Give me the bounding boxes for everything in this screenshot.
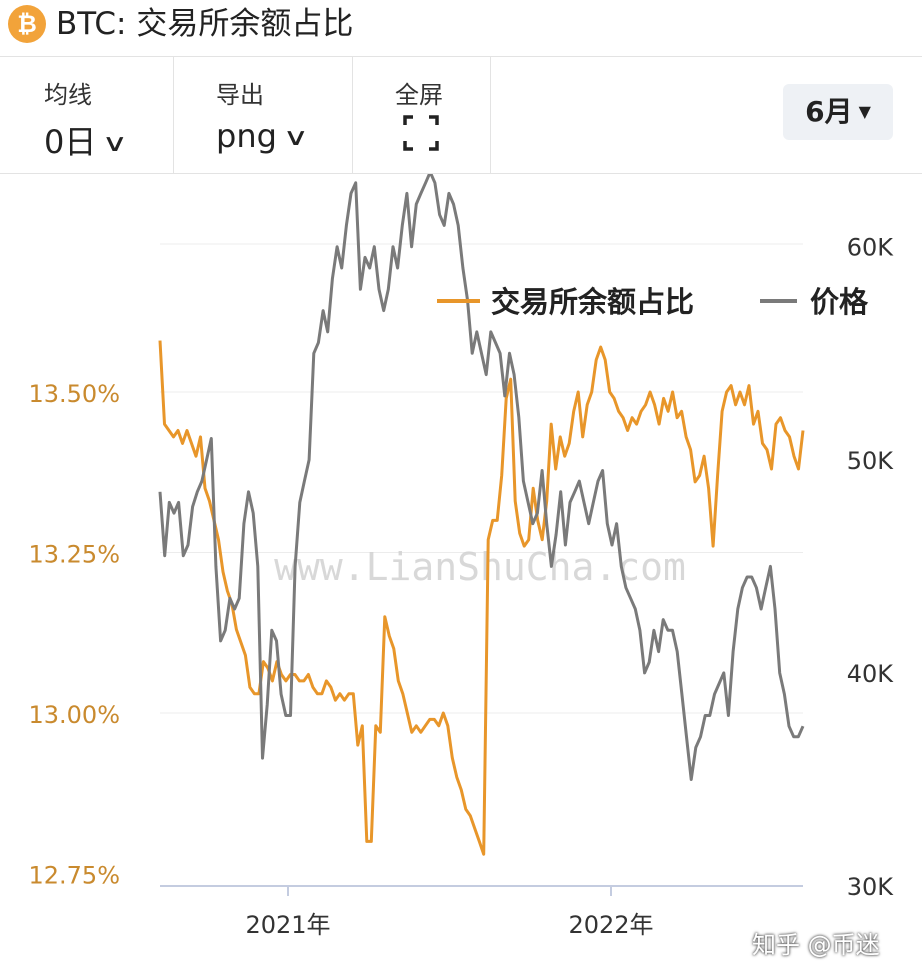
page-title: BTC: 交易所余额占比 [56, 6, 354, 42]
watermark: www.LianShuCha.com [274, 545, 686, 589]
left-tick-label: 13.50% [28, 380, 120, 408]
right-tick-label: 60K [847, 234, 895, 262]
left-tick-label: 13.25% [28, 541, 120, 569]
series-line-ratio [158, 340, 805, 856]
fullscreen-label: 全屏 [395, 81, 443, 109]
legend: 交易所余额占比 价格 [437, 285, 869, 319]
right-tick-label: 50K [847, 447, 895, 475]
x-tick-label: 2021年 [245, 911, 330, 939]
fullscreen-button[interactable]: 全屏 [353, 57, 491, 173]
header: ₿ BTC: 交易所余额占比 [0, 0, 922, 57]
toolbar: 均线 0日 ∨ 导出 png ∨ 全屏 6月 ▼ [0, 57, 922, 174]
ma-selector[interactable]: 均线 0日 ∨ [0, 57, 174, 173]
ma-label: 均线 [44, 81, 92, 109]
footer-credit: 知乎 @币迷 [752, 931, 880, 959]
chart: www.LianShuCha.com 13.50% 13.25% 13.00% 12.… [28, 174, 894, 939]
export-selector[interactable]: 导出 png ∨ [174, 57, 353, 173]
period-selector[interactable]: 6月 ▼ [783, 84, 893, 140]
fullscreen-icon[interactable] [403, 115, 439, 151]
series-group [158, 174, 805, 856]
export-value[interactable]: png ∨ [216, 117, 309, 155]
left-tick-label: 13.00% [28, 701, 120, 729]
series-line-price [158, 174, 805, 781]
legend-ratio-label[interactable]: 交易所余额占比 [491, 285, 694, 319]
chevron-down-icon: ∨ [101, 129, 129, 157]
left-tick-label: 12.75% [28, 862, 120, 890]
legend-price-label[interactable]: 价格 [810, 285, 869, 319]
export-label: 导出 [216, 81, 264, 109]
ma-value[interactable]: 0日 ∨ [44, 123, 129, 161]
chevron-down-icon: ∨ [282, 123, 309, 151]
x-tick-label: 2022年 [568, 911, 653, 939]
right-tick-label: 30K [847, 873, 895, 901]
caret-down-icon: ▼ [858, 102, 871, 121]
bitcoin-icon: ₿ [8, 5, 46, 43]
right-tick-label: 40K [847, 660, 895, 688]
axes: 13.50% 13.25% 13.00% 12.75% 60K 50K 40K 30K 2021… [28, 234, 894, 939]
